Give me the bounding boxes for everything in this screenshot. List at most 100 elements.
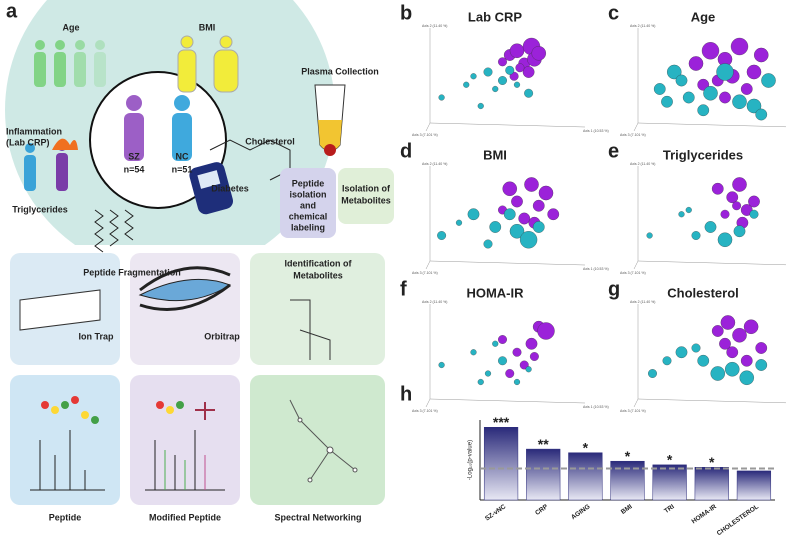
point <box>719 91 731 104</box>
axis-label: Axis 3 (7.101 %) <box>412 133 438 137</box>
point <box>711 325 724 337</box>
y-axis-label: -Log₁₀(p-value) <box>468 440 474 480</box>
point <box>716 63 734 81</box>
group-n: n=51 <box>172 164 193 174</box>
label: Triglycerides <box>12 204 68 214</box>
panel-label: d <box>400 140 412 162</box>
panel-label: a <box>6 0 18 22</box>
group-name: NC <box>176 151 189 161</box>
point <box>675 74 688 87</box>
label: Identification of <box>285 258 353 268</box>
point <box>648 369 657 378</box>
point <box>746 64 762 80</box>
point <box>470 73 477 80</box>
point <box>509 223 525 239</box>
point <box>748 195 760 208</box>
point <box>667 64 682 80</box>
point <box>678 211 685 218</box>
point <box>746 98 762 114</box>
point <box>525 366 532 373</box>
axis-label: Axis 1 (10.53 %) <box>583 405 609 409</box>
label: labeling <box>291 222 325 232</box>
point <box>685 206 692 214</box>
point <box>483 67 493 77</box>
point <box>755 359 768 371</box>
point <box>688 56 704 71</box>
axis <box>429 260 586 266</box>
point <box>720 315 736 330</box>
label: Inflammation <box>6 126 62 136</box>
label: Modified Peptide <box>149 512 221 522</box>
axis-label: Axis 1 (10.53 %) <box>583 129 609 133</box>
point <box>438 361 445 369</box>
x-tick-label: HOMA-IR <box>691 503 719 525</box>
point <box>697 104 710 117</box>
panel-title: Triglycerides <box>663 147 743 162</box>
point <box>477 378 484 386</box>
x-tick-label: CRP <box>534 503 550 517</box>
axis-label: Axis 3 (7.101 %) <box>620 409 646 413</box>
panel-label: c <box>608 2 619 24</box>
content: a Age BMI Inflammation (Lab CRP) Cholest… <box>6 0 786 537</box>
point <box>538 185 554 201</box>
label: Isolation of <box>342 183 391 193</box>
point <box>438 94 445 101</box>
axis-label: Axis 3 (7.101 %) <box>412 271 438 275</box>
axis-label: Axis 3 (7.101 %) <box>620 271 646 275</box>
point <box>498 76 507 85</box>
significance: ** <box>538 436 549 452</box>
point <box>732 177 747 192</box>
point <box>525 337 538 350</box>
axis-label: Axis 3 (7.101 %) <box>620 133 646 137</box>
panel-title: Lab CRP <box>468 9 523 24</box>
axis-label: Axis 3 (7.101 %) <box>412 409 438 413</box>
point <box>498 335 507 344</box>
x-tick-label: BMI <box>620 503 634 516</box>
point <box>498 356 507 366</box>
point <box>492 85 499 93</box>
point <box>703 86 718 101</box>
point <box>503 208 516 221</box>
point <box>717 232 733 247</box>
point <box>720 209 730 219</box>
point <box>467 208 480 221</box>
point <box>502 181 517 196</box>
axis <box>425 398 431 408</box>
point <box>711 182 724 195</box>
point <box>529 352 539 361</box>
point <box>733 225 746 238</box>
point <box>518 212 531 225</box>
point <box>509 43 525 59</box>
bar <box>483 427 519 501</box>
label: Metabolites <box>293 270 343 280</box>
axis-label: Axis 2 (11.40 %) <box>630 162 655 166</box>
panel-title: HOMA-IR <box>466 285 524 300</box>
bar <box>568 452 603 501</box>
point <box>739 370 755 385</box>
point <box>691 343 701 353</box>
label: Ion Trap <box>78 331 114 341</box>
point <box>537 322 555 340</box>
point <box>755 342 768 354</box>
point <box>455 219 463 226</box>
axis <box>429 398 586 404</box>
label: and <box>300 200 316 210</box>
x-tick-label: CHOLESTEROL <box>716 503 760 537</box>
label: Cholesterol <box>245 136 295 146</box>
panel-title: BMI <box>483 147 507 162</box>
point <box>726 346 739 359</box>
point <box>505 65 515 75</box>
point <box>697 354 710 367</box>
label: chemical <box>289 211 328 221</box>
point <box>505 369 515 378</box>
axis <box>425 122 431 132</box>
significance: * <box>625 448 631 464</box>
group-n: n=54 <box>124 164 145 174</box>
point <box>749 209 759 219</box>
point <box>740 354 753 367</box>
axis <box>637 398 786 404</box>
label: Age <box>62 22 79 32</box>
point <box>704 221 717 233</box>
axis <box>637 122 786 128</box>
point <box>732 327 747 343</box>
